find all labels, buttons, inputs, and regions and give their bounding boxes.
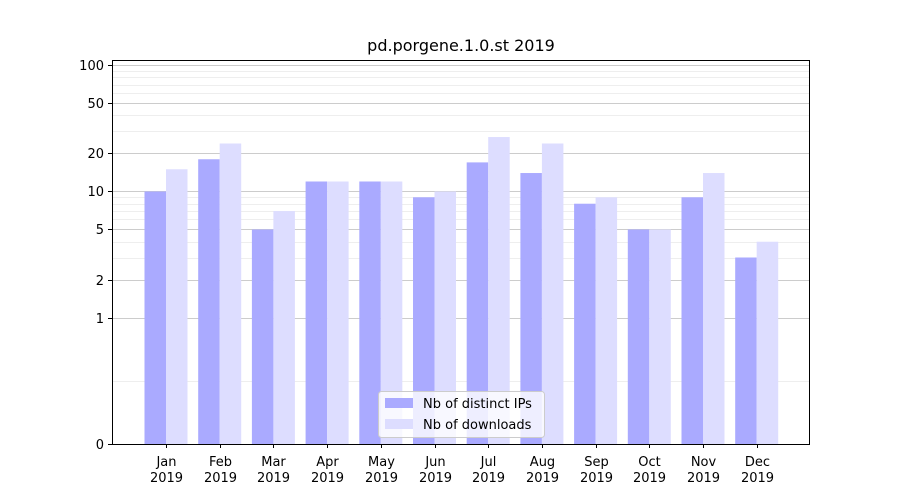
bar-downloads [273,211,295,444]
legend-swatch [385,398,413,408]
x-tick-label-year: 2019 [150,471,183,486]
bar-downloads [327,181,349,445]
bars [144,137,779,445]
x-tick-label-year: 2019 [741,471,774,486]
x-axis: Jan2019Feb2019Mar2019Apr2019May2019Jun20… [150,444,774,486]
bar-distinct-ips [305,181,328,445]
bar-downloads [380,181,403,445]
x-tick-label: Mar [261,455,286,470]
legend-swatch [385,419,413,429]
y-tick-label: 20 [87,147,104,162]
bar-distinct-ips [520,173,542,444]
bar-distinct-ips [735,257,757,444]
y-tick-label: 0 [96,438,104,453]
x-tick-label-year: 2019 [257,471,290,486]
x-tick-label: Jul [480,455,497,470]
chart-title: pd.porgene.1.0.st 2019 [367,36,555,55]
x-tick-label-year: 2019 [204,471,237,486]
x-tick-label-year: 2019 [633,471,666,486]
x-tick-label: Apr [316,455,339,470]
bar-downloads [541,143,564,445]
bar-distinct-ips [413,197,435,444]
bar-downloads [219,143,242,445]
x-tick-label-year: 2019 [419,471,452,486]
bar-downloads [703,173,725,444]
x-tick-label: May [368,455,395,470]
x-tick-label: Sep [584,455,609,470]
x-tick-label-year: 2019 [472,471,505,486]
y-axis: 0 1 2 5 10 20 50 100 [79,59,112,453]
y-tick-label: 5 [96,223,104,238]
bar-distinct-ips [144,191,166,444]
x-tick-label: Nov [691,455,717,470]
x-tick-label: Feb [209,455,232,470]
bar-distinct-ips [681,197,703,444]
x-tick-label-year: 2019 [365,471,398,486]
legend-label: Nb of distinct IPs [423,397,532,412]
x-tick-label-year: 2019 [687,471,720,486]
y-tick-label: 50 [87,97,104,112]
bar-downloads [434,191,456,444]
bar-downloads [488,137,510,444]
bar-distinct-ips [466,162,489,444]
x-tick-label-year: 2019 [526,471,559,486]
bar-downloads [649,229,671,444]
x-tick-label: Oct [638,455,660,470]
legend-label: Nb of downloads [423,418,532,433]
legend: Nb of distinct IPs Nb of downloads [378,391,545,438]
x-tick-label: Jan [155,455,176,470]
y-tick-label: 100 [79,59,104,74]
legend-box [378,391,545,438]
bar-downloads [595,197,618,444]
x-tick-label: Aug [530,455,555,470]
x-tick-label: Jun [424,455,445,470]
bar-downloads [756,241,779,444]
y-tick-label: 2 [96,274,104,289]
x-tick-label-year: 2019 [311,471,344,486]
bar-distinct-ips [627,229,650,444]
x-tick-label-year: 2019 [580,471,613,486]
y-tick-label: 10 [87,185,104,200]
bar-downloads [166,169,188,444]
x-tick-label: Dec [745,455,770,470]
bar-distinct-ips [574,203,596,444]
plot-frame [112,60,810,445]
bar-distinct-ips [251,229,274,444]
bar-distinct-ips [198,159,220,444]
y-tick-label: 1 [96,312,104,327]
bar-distinct-ips [359,181,381,445]
